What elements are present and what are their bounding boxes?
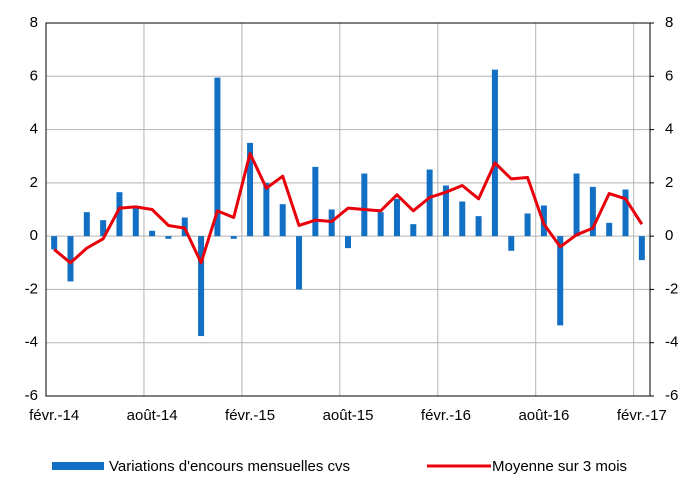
bar bbox=[475, 216, 482, 237]
bar bbox=[524, 213, 531, 237]
bar bbox=[361, 173, 368, 237]
bar bbox=[491, 69, 498, 237]
bar bbox=[426, 169, 433, 237]
bar bbox=[573, 173, 580, 237]
plot-frame bbox=[45, 22, 651, 397]
y-tick-label: -2 bbox=[25, 280, 38, 297]
y2-tick-label: 2 bbox=[665, 174, 673, 191]
bar bbox=[312, 166, 319, 237]
bar bbox=[230, 236, 237, 239]
bar bbox=[132, 206, 139, 237]
bar bbox=[247, 142, 254, 237]
bar bbox=[459, 201, 466, 237]
bar bbox=[638, 236, 645, 261]
bar bbox=[149, 230, 156, 237]
y-tick-label: -4 bbox=[25, 334, 38, 351]
y-tick-label: 0 bbox=[30, 227, 38, 244]
bar bbox=[606, 222, 613, 237]
y-tick-label: -6 bbox=[25, 387, 38, 404]
bar bbox=[100, 220, 107, 237]
x-tick-label: févr.-14 bbox=[29, 407, 79, 424]
y2-tick-label: 8 bbox=[665, 14, 673, 31]
bar bbox=[165, 236, 172, 239]
y2-tick-label: 0 bbox=[665, 227, 673, 244]
x-tick-label: févr.-16 bbox=[421, 407, 471, 424]
y-tick-label: 2 bbox=[30, 174, 38, 191]
bar bbox=[508, 236, 515, 251]
bar bbox=[557, 236, 564, 326]
bar bbox=[296, 236, 303, 290]
bar bbox=[51, 236, 58, 250]
bar bbox=[214, 77, 221, 237]
bar bbox=[589, 186, 596, 237]
y-tick-label: 4 bbox=[30, 121, 38, 138]
bar bbox=[377, 212, 384, 237]
y2-tick-label: 6 bbox=[665, 67, 673, 84]
bar bbox=[345, 236, 351, 249]
bar bbox=[393, 198, 400, 237]
bar bbox=[279, 204, 286, 237]
bar bbox=[67, 236, 74, 282]
y-tick-label: 8 bbox=[30, 14, 38, 31]
bar bbox=[263, 182, 270, 237]
y2-tick-label: -4 bbox=[665, 334, 678, 351]
x-tick-label: août-14 bbox=[127, 407, 178, 424]
bar bbox=[410, 224, 417, 237]
x-tick-label: août-15 bbox=[323, 407, 374, 424]
bar bbox=[198, 236, 205, 337]
bar bbox=[442, 185, 449, 237]
x-tick-label: févr.-17 bbox=[617, 407, 667, 424]
legend-label: Moyenne sur 3 mois bbox=[492, 458, 627, 475]
y2-tick-label: -2 bbox=[665, 280, 678, 297]
bar bbox=[622, 189, 629, 237]
line bbox=[53, 152, 644, 265]
bar bbox=[83, 212, 90, 237]
y-tick-label: 6 bbox=[30, 67, 38, 84]
x-tick-label: août-16 bbox=[518, 407, 569, 424]
y2-tick-label: -6 bbox=[665, 387, 678, 404]
x-tick-label: févr.-15 bbox=[225, 407, 275, 424]
legend-label: Variations d'encours mensuelles cvs bbox=[109, 458, 350, 475]
legend-swatch bbox=[52, 462, 104, 470]
bar bbox=[116, 192, 123, 237]
y2-tick-label: 4 bbox=[665, 121, 673, 138]
